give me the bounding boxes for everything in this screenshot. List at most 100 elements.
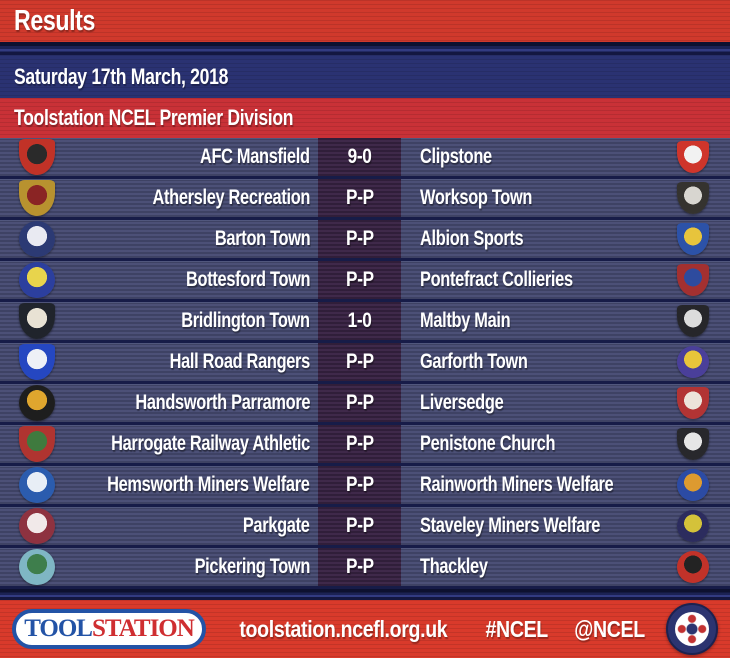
home-badge-cell — [0, 548, 74, 586]
away-team-badge — [677, 264, 709, 296]
away-badge-cell — [656, 343, 730, 381]
away-team-name: Liversedge — [420, 391, 504, 414]
home-team-name: Athersley Recreation — [152, 186, 310, 209]
match-score: P-P — [345, 514, 374, 537]
match-score: P-P — [345, 555, 374, 578]
home-badge-cell — [0, 384, 74, 422]
footer: TOOL STATION toolstation.ncefl.org.uk #NC… — [0, 600, 730, 658]
score-cell: P-P — [318, 548, 401, 586]
score-cell: P-P — [318, 507, 401, 545]
home-team-name: Barton Town — [214, 227, 311, 250]
home-team-name: Handsworth Parramore — [135, 391, 310, 414]
match-score: P-P — [345, 432, 374, 455]
home-team-badge — [19, 508, 55, 544]
match-row: AFC Mansfield 9-0 Clipstone — [0, 138, 730, 179]
away-team-name: Pontefract Collieries — [420, 268, 573, 291]
away-team-name: Worksop Town — [420, 186, 533, 209]
hashtag-label: #NCEL — [485, 615, 549, 642]
away-badge-cell — [656, 261, 730, 299]
home-team-badge — [19, 139, 55, 175]
home-team-name: Hall Road Rangers — [169, 350, 311, 373]
away-team-name: Garforth Town — [420, 350, 528, 373]
home-badge-cell — [0, 179, 74, 217]
home-team-badge — [19, 549, 55, 585]
away-team-name: Thackley — [420, 555, 488, 578]
match-score: P-P — [345, 268, 374, 291]
home-team-badge — [19, 262, 55, 298]
away-team-badge — [677, 305, 709, 337]
score-cell: P-P — [318, 384, 401, 422]
home-team-name: AFC Mansfield — [200, 145, 310, 168]
date-bar: Saturday 17th March, 2018 — [0, 55, 730, 98]
toolstation-logo-tool: TOOL — [24, 615, 93, 642]
match-score: P-P — [345, 350, 374, 373]
away-badge-cell — [656, 384, 730, 422]
score-cell: P-P — [318, 425, 401, 463]
home-team-badge — [19, 303, 55, 339]
division-bar: Toolstation NCEL Premier Division — [0, 98, 730, 138]
away-team-badge — [677, 182, 709, 214]
home-team-badge — [19, 467, 55, 503]
twitter-handle-label: @NCEL — [574, 615, 646, 642]
score-cell: P-P — [318, 343, 401, 381]
home-team-badge — [19, 180, 55, 216]
match-row: Parkgate P-P Staveley Miners Welfare — [0, 507, 730, 548]
match-row: Bridlington Town 1-0 Maltby Main — [0, 302, 730, 343]
away-team-badge — [677, 551, 709, 583]
away-team-badge — [677, 510, 709, 542]
match-row: Pickering Town P-P Thackley — [0, 548, 730, 589]
home-team-name: Pickering Town — [194, 555, 311, 578]
home-badge-cell — [0, 343, 74, 381]
home-team-name: Bridlington Town — [181, 309, 311, 332]
match-row: Barton Town P-P Albion Sports — [0, 220, 730, 261]
match-score: 9-0 — [347, 145, 372, 168]
match-row: Harrogate Railway Athletic P-P Penistone… — [0, 425, 730, 466]
match-score: P-P — [345, 186, 374, 209]
date-label: Saturday 17th March, 2018 — [14, 63, 229, 89]
home-team-badge — [19, 344, 55, 380]
score-cell: P-P — [318, 466, 401, 504]
match-score: P-P — [345, 473, 374, 496]
match-row: Hall Road Rangers P-P Garforth Town — [0, 343, 730, 384]
away-badge-cell — [656, 507, 730, 545]
match-row: Handsworth Parramore P-P Liversedge — [0, 384, 730, 425]
away-team-badge — [677, 387, 709, 419]
home-badge-cell — [0, 507, 74, 545]
home-team-name: Harrogate Railway Athletic — [111, 432, 310, 455]
results-header: Results — [0, 0, 730, 42]
score-cell: P-P — [318, 179, 401, 217]
home-badge-cell — [0, 261, 74, 299]
away-team-name: Albion Sports — [420, 227, 524, 250]
home-team-badge — [19, 426, 55, 462]
away-team-badge — [677, 223, 709, 255]
home-badge-cell — [0, 425, 74, 463]
away-team-name: Rainworth Miners Welfare — [420, 473, 614, 496]
home-badge-cell — [0, 466, 74, 504]
toolstation-logo-station: STATION — [91, 615, 195, 642]
away-badge-cell — [656, 548, 730, 586]
away-badge-cell — [656, 220, 730, 258]
away-team-badge — [677, 428, 709, 460]
score-cell: 9-0 — [318, 138, 401, 176]
away-team-badge — [677, 141, 709, 173]
home-team-name: Parkgate — [243, 514, 310, 537]
away-team-name: Penistone Church — [420, 432, 556, 455]
home-team-name: Hemsworth Miners Welfare — [107, 473, 311, 496]
score-cell: P-P — [318, 220, 401, 258]
top-divider — [0, 42, 730, 55]
home-badge-cell — [0, 302, 74, 340]
away-team-badge — [677, 346, 709, 378]
football-icon — [674, 612, 709, 646]
score-cell: 1-0 — [318, 302, 401, 340]
match-row: Bottesford Town P-P Pontefract Collierie… — [0, 261, 730, 302]
bottom-divider — [0, 589, 730, 600]
away-team-name: Maltby Main — [420, 309, 511, 332]
page-title: Results — [14, 4, 96, 37]
toolstation-logo: TOOL STATION — [12, 609, 206, 649]
away-team-badge — [677, 469, 709, 501]
away-badge-cell — [656, 302, 730, 340]
match-score: P-P — [345, 227, 374, 250]
score-cell: P-P — [318, 261, 401, 299]
away-team-name: Clipstone — [420, 145, 492, 168]
results-list: AFC Mansfield 9-0 Clipstone Athersley Re… — [0, 138, 730, 589]
